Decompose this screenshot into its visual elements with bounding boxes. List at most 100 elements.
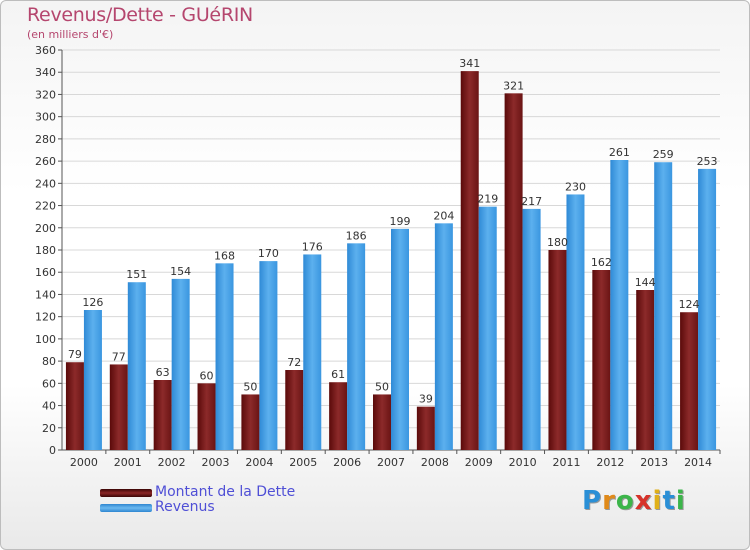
y-tick-label: 40 [42, 400, 56, 413]
bar-debt [636, 290, 655, 450]
data-label-revenus: 170 [258, 247, 279, 260]
bar-debt [460, 71, 479, 450]
data-label-debt: 61 [331, 368, 345, 381]
data-label-debt: 79 [68, 348, 82, 361]
data-label-revenus: 217 [521, 195, 542, 208]
x-tick-label: 2006 [333, 456, 361, 469]
data-label-revenus: 168 [214, 249, 235, 262]
data-label-revenus: 186 [346, 229, 367, 242]
data-label-revenus: 126 [82, 296, 103, 309]
y-tick-label: 120 [35, 311, 56, 324]
y-tick-label: 260 [35, 155, 56, 168]
bar-revenus [610, 160, 629, 450]
y-tick-label: 300 [35, 111, 56, 124]
y-tick-label: 0 [49, 444, 56, 457]
y-tick-label: 20 [42, 422, 56, 435]
logo-letter: P [582, 486, 603, 516]
bar-debt [109, 364, 128, 450]
proxiti-logo: Proxiti [582, 486, 686, 516]
y-tick-label: 160 [35, 266, 56, 279]
data-label-debt: 77 [112, 350, 126, 363]
bar-revenus [171, 278, 190, 450]
data-label-revenus: 204 [433, 209, 454, 222]
x-tick-label: 2010 [509, 456, 537, 469]
data-label-revenus: 253 [697, 155, 718, 168]
x-tick-label: 2004 [245, 456, 273, 469]
y-tick-label: 360 [35, 44, 56, 57]
data-label-revenus: 151 [126, 268, 147, 281]
x-tick-label: 2013 [640, 456, 668, 469]
x-tick-label: 2001 [114, 456, 142, 469]
bar-revenus [215, 263, 234, 450]
bar-revenus [478, 206, 497, 450]
chart-subtitle: (en milliers d'€) [27, 28, 114, 41]
data-label-debt: 72 [287, 356, 301, 369]
logo-letter: i [652, 486, 663, 516]
data-label-debt: 39 [419, 393, 433, 406]
y-tick-label: 100 [35, 333, 56, 346]
data-label-debt: 60 [200, 369, 214, 382]
bar-revenus [259, 261, 278, 450]
bar-revenus [698, 168, 717, 450]
axes: 0 20 40 60 80 100 120 140 160 180 200 220 240 260 280 3… [35, 44, 721, 469]
data-label-revenus: 261 [609, 146, 630, 159]
data-label-debt: 321 [503, 79, 524, 92]
x-tick-label: 2005 [289, 456, 317, 469]
x-tick-label: 2014 [684, 456, 712, 469]
bars [65, 71, 717, 450]
logo-letter: o [615, 486, 635, 516]
y-tick-label: 240 [35, 177, 56, 190]
data-label-debt: 180 [547, 236, 568, 249]
x-tick-label: 2009 [465, 456, 493, 469]
bar-debt [329, 382, 348, 450]
y-tick-label: 140 [35, 288, 56, 301]
bar-revenus [83, 310, 102, 450]
legend-label-debt: Montant de la Dette [155, 484, 296, 500]
logo-letter: x [634, 486, 653, 516]
bar-revenus [566, 194, 585, 450]
bar-revenus [347, 243, 366, 450]
y-tick-label: 80 [42, 355, 56, 368]
bar-debt [548, 250, 567, 450]
logo-letter: t [662, 486, 676, 516]
x-tick-label: 2000 [70, 456, 98, 469]
bar-revenus [127, 282, 146, 450]
y-tick-label: 180 [35, 244, 56, 257]
x-tick-label: 2011 [552, 456, 580, 469]
data-label-debt: 162 [591, 256, 612, 269]
data-label-debt: 50 [243, 380, 257, 393]
y-tick-label: 200 [35, 222, 56, 235]
chart-title: Revenus/Dette - GUéRIN [27, 4, 253, 26]
x-tick-label: 2002 [158, 456, 186, 469]
data-label-debt: 144 [635, 276, 656, 289]
bar-revenus [434, 223, 453, 450]
y-tick-label: 340 [35, 66, 56, 79]
data-label-revenus: 230 [565, 180, 586, 193]
data-label-revenus: 154 [170, 265, 191, 278]
legend-swatch-debt [100, 489, 152, 497]
data-label-revenus: 219 [477, 193, 498, 206]
data-labels: 79 126 77 151 63 154 60 168 50 170 72 176 61 186 50 199… [68, 57, 718, 406]
y-tick-label: 320 [35, 88, 56, 101]
logo-letter: i [675, 486, 686, 516]
data-label-revenus: 259 [653, 148, 674, 161]
y-tick-label: 60 [42, 377, 56, 390]
x-tick-label: 2008 [421, 456, 449, 469]
legend-swatch-revenus [100, 504, 152, 512]
bar-debt [153, 380, 172, 450]
bar-debt [504, 93, 523, 450]
bar-debt [680, 312, 699, 450]
legend-label-revenus: Revenus [155, 499, 215, 515]
y-tick-label: 220 [35, 200, 56, 213]
bar-revenus [391, 228, 409, 450]
data-label-debt: 50 [375, 380, 389, 393]
bar-debt [65, 362, 84, 450]
x-tick-label: 2012 [596, 456, 624, 469]
data-label-debt: 63 [156, 366, 170, 379]
data-label-debt: 124 [679, 298, 700, 311]
x-tick-label: 2007 [377, 456, 405, 469]
bar-revenus [303, 254, 322, 450]
logo-letter: r [602, 486, 616, 516]
bar-revenus [522, 208, 541, 450]
